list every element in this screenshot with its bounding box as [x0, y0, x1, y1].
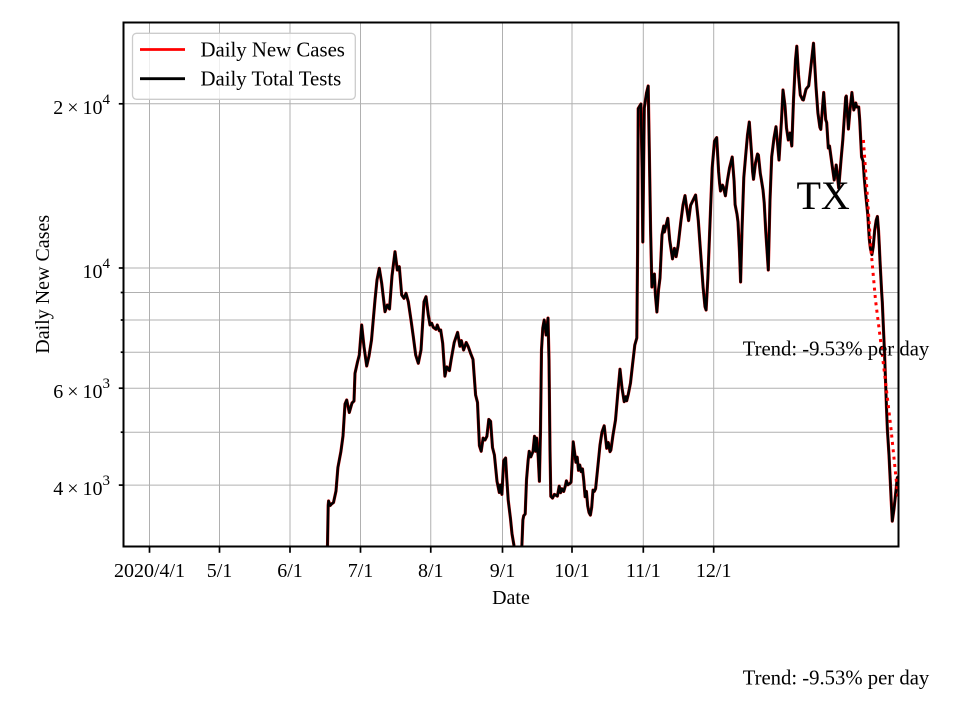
- svg-text:6/1: 6/1: [277, 560, 303, 582]
- svg-text:12/1: 12/1: [696, 560, 732, 582]
- svg-text:Daily New Cases: Daily New Cases: [201, 39, 345, 62]
- svg-text:Daily New Cases: Daily New Cases: [32, 215, 54, 354]
- svg-text:2 × 104: 2 × 104: [53, 92, 110, 119]
- svg-text:6 × 103: 6 × 103: [53, 376, 110, 403]
- svg-text:8/1: 8/1: [418, 560, 444, 582]
- svg-text:9/1: 9/1: [490, 560, 516, 582]
- svg-text:10/1: 10/1: [554, 560, 590, 582]
- svg-text:Trend: -9.53% per day: Trend: -9.53% per day: [743, 667, 930, 689]
- svg-text:TX: TX: [797, 173, 850, 218]
- svg-text:7/1: 7/1: [348, 560, 374, 582]
- svg-text:5/1: 5/1: [207, 560, 233, 582]
- svg-text:Date: Date: [492, 587, 530, 609]
- svg-text:4 × 103: 4 × 103: [53, 473, 110, 500]
- svg-text:Daily Total Tests: Daily Total Tests: [201, 68, 342, 91]
- svg-text:Trend: -9.53% per day: Trend: -9.53% per day: [743, 339, 930, 361]
- svg-text:11/1: 11/1: [626, 560, 661, 582]
- svg-text:2020/4/1: 2020/4/1: [114, 560, 185, 582]
